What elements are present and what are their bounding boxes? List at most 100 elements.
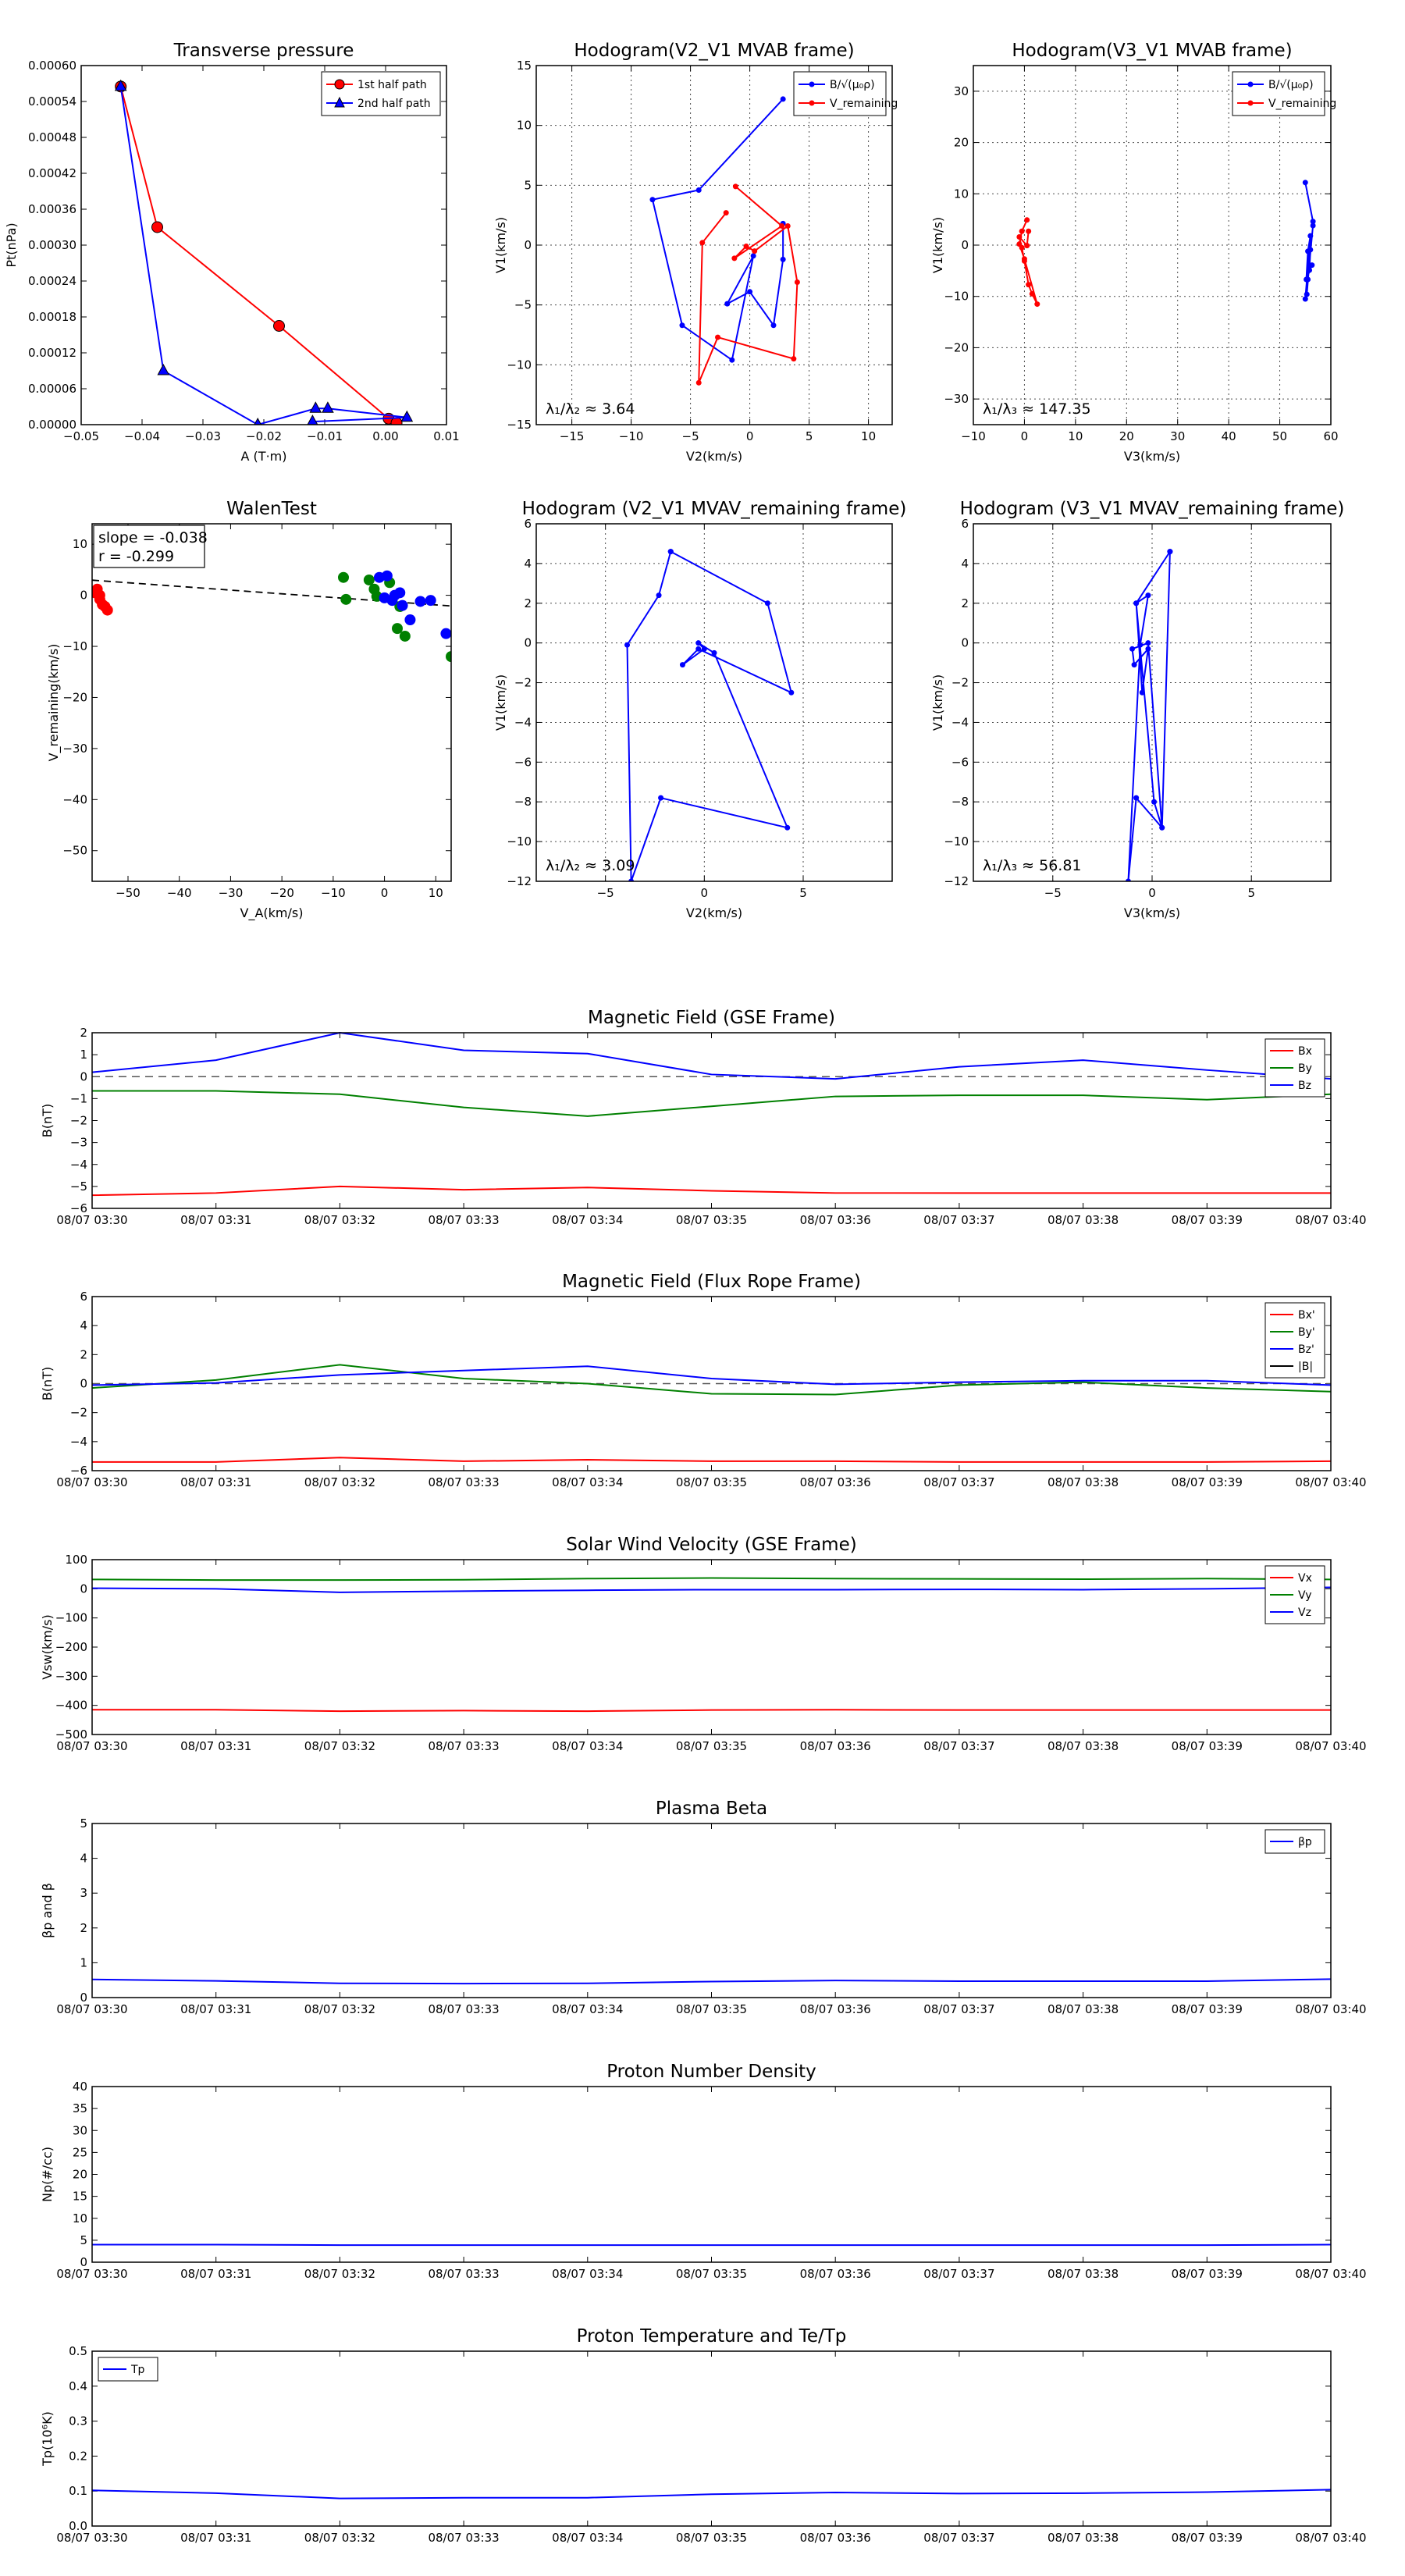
x-tick-label: 08/07 03:39 bbox=[1172, 1213, 1243, 1227]
x-tick-label: 0 bbox=[381, 886, 389, 900]
data-point bbox=[340, 593, 352, 605]
y-tick-label: 0 bbox=[961, 238, 969, 252]
y-tick-label: 0.3 bbox=[69, 2414, 87, 2428]
legend-label: V_remaining bbox=[830, 98, 898, 110]
x-tick-label: 08/07 03:38 bbox=[1048, 2267, 1119, 2281]
y-tick-label: 10 bbox=[73, 2211, 87, 2226]
y-tick-label: −10 bbox=[507, 834, 532, 849]
y-tick-label: −2 bbox=[514, 676, 532, 690]
y-tick-label: 15 bbox=[73, 2190, 87, 2204]
x-tick-label: 08/07 03:40 bbox=[1295, 2002, 1366, 2016]
x-tick-label: −40 bbox=[167, 886, 192, 900]
data-point bbox=[764, 600, 770, 607]
data-point bbox=[254, 417, 262, 425]
y-tick-label: 0.00006 bbox=[28, 382, 76, 396]
chart-title: Hodogram (V3_V1 MVAV_remaining frame) bbox=[960, 499, 1345, 519]
x-tick-label: 08/07 03:36 bbox=[800, 2531, 871, 2545]
series-line-2 bbox=[91, 1365, 1332, 1386]
x-tick-label: 08/07 03:31 bbox=[180, 2002, 251, 2016]
plot-area bbox=[114, 79, 414, 425]
data-point bbox=[1029, 290, 1035, 297]
x-tick-label: 08/07 03:38 bbox=[1048, 2531, 1119, 2545]
x-axis-label: V2(km/s) bbox=[686, 906, 742, 920]
chart-title: Magnetic Field (GSE Frame) bbox=[588, 1008, 835, 1028]
legend-marker bbox=[334, 79, 345, 90]
y-tick-label: 35 bbox=[73, 2101, 87, 2115]
y-tick-label: −4 bbox=[70, 1435, 87, 1449]
data-point bbox=[390, 417, 403, 425]
x-tick-label: 5 bbox=[1247, 886, 1255, 900]
y-tick-label: −50 bbox=[62, 844, 87, 858]
y-tick-label: 30 bbox=[954, 84, 969, 98]
legend-label: Vz bbox=[1298, 1606, 1311, 1619]
panel-3: −50 −40 −30 −20 −10 0 10 −50 −40 −30 −20 −10 0 10 Wale… bbox=[46, 499, 452, 921]
y-tick-label: −6 bbox=[951, 755, 969, 769]
y-tick-label: −10 bbox=[62, 639, 87, 653]
y-tick-label: −2 bbox=[951, 676, 969, 690]
legend-label: Bz bbox=[1298, 1080, 1311, 1092]
data-point bbox=[695, 379, 702, 386]
series-line-0 bbox=[91, 1185, 1331, 1197]
x-tick-label: 08/07 03:40 bbox=[1295, 1739, 1366, 1753]
data-point bbox=[784, 222, 791, 229]
x-tick-label: −20 bbox=[269, 886, 294, 900]
data-point bbox=[711, 649, 717, 656]
y-tick-label: −30 bbox=[62, 742, 87, 756]
data-point bbox=[1310, 219, 1316, 225]
y-tick-label: −10 bbox=[944, 834, 969, 849]
data-point bbox=[1026, 282, 1032, 288]
series-line-0 bbox=[651, 98, 784, 361]
legend-box bbox=[793, 71, 887, 116]
y-tick-label: 0 bbox=[524, 636, 532, 650]
x-tick-label: 08/07 03:35 bbox=[676, 1739, 747, 1753]
y-tick-label: −6 bbox=[514, 755, 532, 769]
data-point bbox=[679, 322, 685, 329]
data-point bbox=[679, 662, 685, 668]
panel-1: −15 −10 −5 0 5 10 −15 −10 −5 0 5 10 15 Hodogram(V2_V1… bbox=[493, 41, 898, 464]
legend-marker bbox=[809, 81, 815, 87]
x-tick-label: 08/07 03:38 bbox=[1048, 1475, 1119, 1489]
y-tick-label: −5 bbox=[514, 298, 532, 312]
data-point bbox=[752, 248, 758, 254]
data-point bbox=[1034, 301, 1040, 308]
y-tick-label: 0.00000 bbox=[28, 418, 76, 432]
y-tick-label: −200 bbox=[55, 1640, 87, 1654]
axes-frame bbox=[91, 1823, 1332, 1998]
slope-text: slope = -0.038 bbox=[98, 529, 208, 546]
x-tick-label: 08/07 03:34 bbox=[552, 2002, 623, 2016]
y-tick-label: −12 bbox=[944, 874, 969, 888]
x-tick-label: 60 bbox=[1323, 429, 1338, 443]
data-point bbox=[1016, 233, 1023, 240]
panel-7: 08/07 03:30 08/07 03:31 08/07 03:32 08/07 0… bbox=[40, 1272, 1367, 1489]
x-tick-label: 5 bbox=[799, 886, 807, 900]
legend-label: V_remaining bbox=[1268, 98, 1336, 110]
x-tick-label: 08/07 03:34 bbox=[552, 2267, 623, 2281]
x-tick-label: −50 bbox=[116, 886, 140, 900]
y-tick-label: 10 bbox=[73, 537, 87, 551]
data-point bbox=[114, 79, 127, 91]
data-point bbox=[1026, 228, 1032, 234]
y-tick-label: 6 bbox=[524, 517, 532, 531]
data-point bbox=[309, 401, 322, 413]
y-axis-label: V1(km/s) bbox=[930, 674, 945, 731]
x-tick-label: 10 bbox=[1068, 429, 1083, 443]
x-tick-label: 08/07 03:32 bbox=[304, 2002, 375, 2016]
x-tick-label: 08/07 03:32 bbox=[304, 1213, 375, 1227]
y-tick-label: −30 bbox=[944, 392, 969, 406]
y-tick-label: −12 bbox=[507, 874, 532, 888]
x-tick-label: 08/07 03:30 bbox=[56, 1475, 127, 1489]
y-tick-label: 0.00060 bbox=[28, 59, 76, 73]
data-point bbox=[1139, 689, 1145, 696]
data-point bbox=[723, 210, 729, 216]
plot-area bbox=[92, 570, 451, 663]
data-point bbox=[1309, 262, 1315, 269]
x-tick-label: 20 bbox=[1119, 429, 1134, 443]
y-tick-label: 30 bbox=[73, 2123, 87, 2137]
x-tick-label: −0.05 bbox=[63, 429, 99, 443]
y-tick-label: 0.5 bbox=[69, 2344, 87, 2358]
x-tick-label: 10 bbox=[429, 886, 443, 900]
series-line-0 bbox=[91, 2489, 1332, 2500]
data-point bbox=[732, 183, 738, 190]
x-tick-label: 08/07 03:31 bbox=[180, 1213, 251, 1227]
